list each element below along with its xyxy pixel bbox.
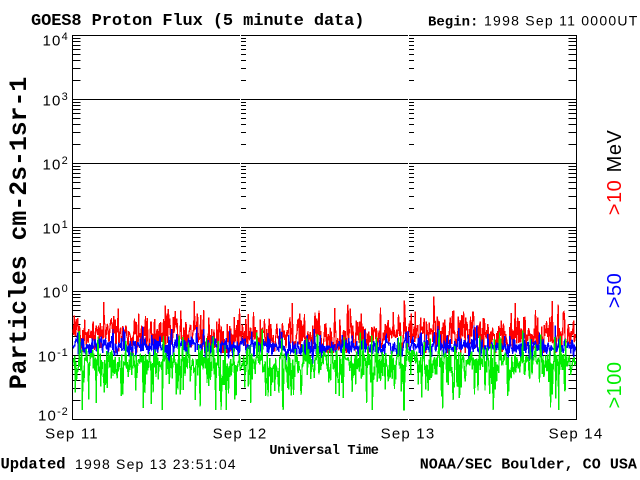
svg-text:102: 102 [42, 155, 68, 174]
svg-text:GOES8 Proton Flux (5 minute da: GOES8 Proton Flux (5 minute data) [31, 12, 364, 31]
svg-text:Sep 12: Sep 12 [213, 426, 268, 443]
svg-text:104: 104 [42, 31, 68, 50]
svg-text:Sep 11: Sep 11 [45, 426, 99, 443]
svg-text:103: 103 [42, 91, 68, 110]
svg-text:NOAA/SEC Boulder, CO USA: NOAA/SEC Boulder, CO USA [420, 457, 637, 474]
svg-text:10-1: 10-1 [38, 347, 68, 366]
svg-text:Universal Time: Universal Time [269, 444, 378, 459]
svg-text:MeV: MeV [604, 130, 626, 173]
svg-text:Updated: Updated [1, 456, 66, 474]
svg-text:>100: >100 [604, 361, 626, 408]
svg-text:>10: >10 [604, 180, 626, 215]
svg-text:1998 Sep 13 23:51:04: 1998 Sep 13 23:51:04 [75, 456, 237, 472]
svg-text:>50: >50 [604, 273, 626, 308]
svg-text:Sep 13: Sep 13 [381, 426, 436, 443]
svg-text:1998 Sep 11 0000UT: 1998 Sep 11 0000UT [484, 13, 639, 29]
svg-text:100: 100 [42, 283, 68, 302]
svg-text:101: 101 [42, 219, 68, 238]
svg-text:10-2: 10-2 [38, 406, 68, 425]
svg-text:Particles cm-2s-1sr-1: Particles cm-2s-1sr-1 [6, 77, 34, 390]
svg-text:Sep 14: Sep 14 [549, 426, 604, 443]
svg-text:Begin:: Begin: [428, 15, 478, 31]
